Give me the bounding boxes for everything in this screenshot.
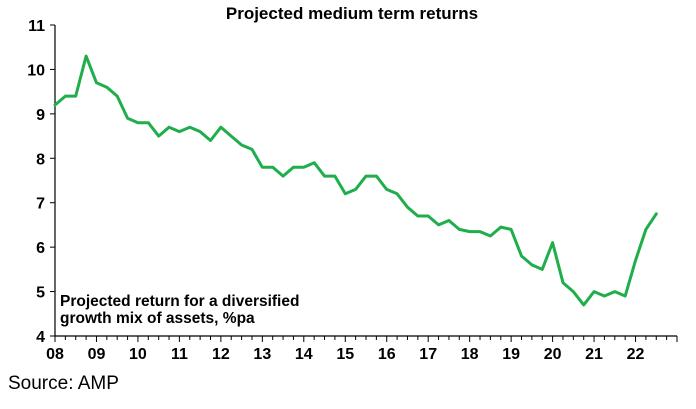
x-tick-label: 21 — [585, 346, 603, 363]
y-tick-label: 4 — [36, 329, 45, 346]
y-tick-label: 10 — [27, 62, 45, 79]
x-axis: 08 09 10 11 12 13 14 15 16 17 18 19 20 21 22 — [46, 335, 678, 363]
y-tick-label: 11 — [28, 18, 45, 35]
annotation-line-1: Projected return for a diversified — [60, 293, 299, 310]
y-tick-label: 7 — [36, 196, 45, 213]
source-note: Source: AMP — [8, 373, 119, 394]
series-line-1 — [53, 54, 658, 307]
x-tick-label: 12 — [212, 346, 230, 363]
series-layer — [53, 54, 658, 307]
y-axis: 4 5 6 7 8 9 10 11 — [27, 18, 56, 346]
x-tick-label: 22 — [627, 346, 645, 363]
x-tick-label: 14 — [295, 346, 313, 363]
y-tick-label: 6 — [36, 240, 45, 257]
x-tick-label: 09 — [88, 346, 106, 363]
x-tick-label: 18 — [461, 346, 479, 363]
y-tick-label: 8 — [36, 151, 45, 168]
annotation-line-2: growth mix of assets, %pa — [60, 310, 255, 327]
y-tick-label: 5 — [36, 285, 45, 302]
annotation: Projected return for a diversified growt… — [60, 293, 304, 327]
x-tick-label: 10 — [129, 346, 147, 363]
x-tick-label: 15 — [336, 346, 354, 363]
x-tick-label: 17 — [419, 346, 437, 363]
x-tick-label: 13 — [253, 346, 271, 363]
x-tick-label: 11 — [171, 346, 188, 363]
y-tick-label: 9 — [36, 107, 45, 124]
x-tick-label: 08 — [46, 346, 64, 363]
chart-title: Projected medium term returns — [226, 4, 478, 23]
x-tick-label: 16 — [378, 346, 396, 363]
x-tick-label: 19 — [502, 346, 520, 363]
x-tick-label: 20 — [544, 346, 562, 363]
